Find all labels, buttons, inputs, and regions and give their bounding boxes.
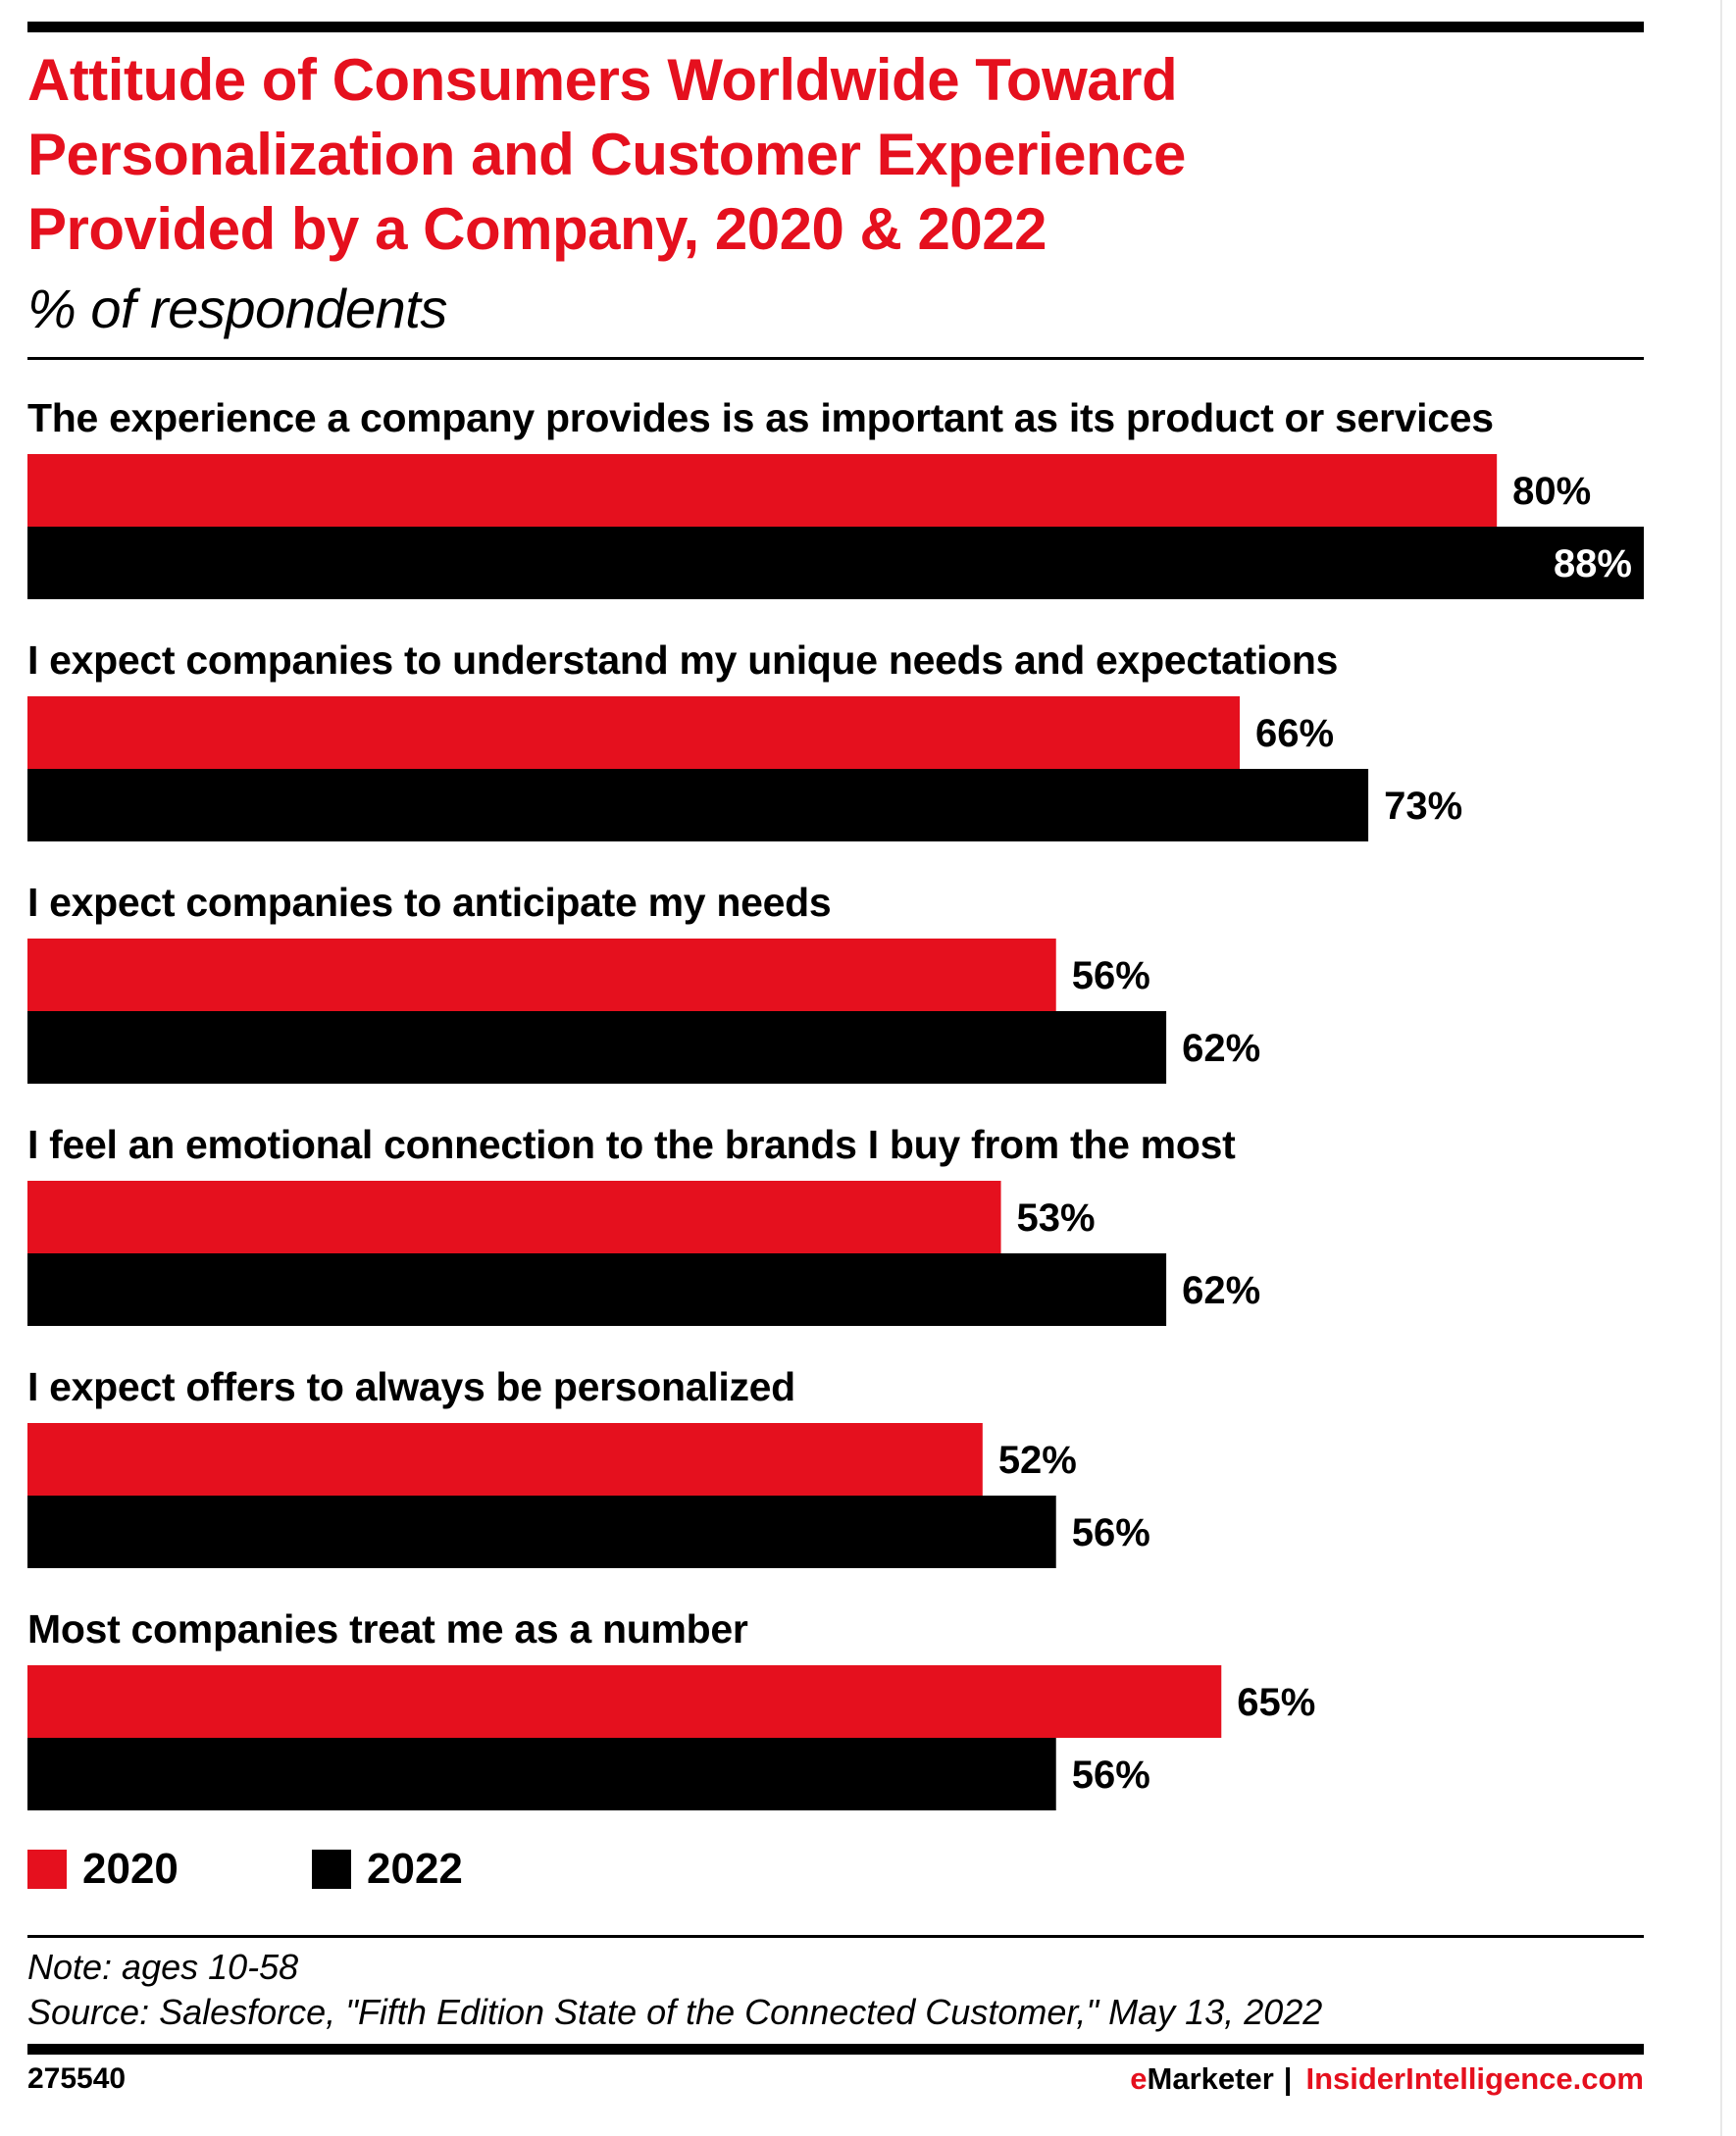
category-group-2: I expect companies to understand my uniq… [27, 637, 1462, 841]
chart-title: Attitude of Consumers Worldwide Toward P… [27, 43, 1499, 267]
value-label-2020-3: 56% [1072, 954, 1150, 997]
category-label-most-companies-treat-me-as-a-number: Most companies treat me as a number [27, 1606, 748, 1652]
value-label-2022-2: 73% [1384, 785, 1462, 828]
value-label-2022-6: 56% [1072, 1754, 1150, 1797]
chart-subtitle: % of respondents [27, 278, 447, 339]
chart-source: Source: Salesforce, "Fifth Edition State… [27, 1992, 1323, 2032]
bar-2022-4 [27, 1253, 1167, 1326]
bar-2020-3 [27, 939, 1056, 1011]
category-label-the-experience-a-company-provides-is-as-: The experience a company provides is as … [27, 395, 1494, 440]
brand-insider-intelligence-link[interactable]: InsiderIntelligence.com [1305, 2061, 1644, 2096]
brand-emarketer-e: e [1130, 2061, 1148, 2096]
value-label-2020-6: 65% [1237, 1681, 1315, 1724]
bar-2022-2 [27, 769, 1369, 841]
chart-title-line-3: Provided by a Company, 2020 & 2022 [27, 196, 1047, 262]
category-group-5: I expect offers to always be personalize… [27, 1364, 1150, 1568]
bar-2022-5 [27, 1496, 1056, 1568]
category-label-i-expect-companies-to-anticipate-my-need: I expect companies to anticipate my need… [27, 880, 831, 925]
bar-2020-4 [27, 1181, 1001, 1253]
bar-2022-6 [27, 1738, 1056, 1810]
brand-emarketer-name: Marketer [1147, 2061, 1274, 2096]
brand-separator: | [1283, 2061, 1293, 2096]
value-label-2022-3: 62% [1182, 1027, 1260, 1070]
bar-2020-5 [27, 1423, 983, 1496]
chart-title-line-1: Attitude of Consumers Worldwide Toward [27, 47, 1178, 113]
top-rule [27, 22, 1644, 32]
value-label-2020-1: 80% [1512, 470, 1591, 513]
value-label-2022-5: 56% [1072, 1511, 1150, 1554]
chart-id: 275540 [27, 2062, 127, 2095]
category-label-i-expect-companies-to-understand-my-uniq: I expect companies to understand my uniq… [27, 637, 1338, 683]
category-group-3: I expect companies to anticipate my need… [27, 880, 1260, 1084]
value-label-2020-2: 66% [1255, 712, 1334, 755]
legend-swatch-2020 [27, 1850, 67, 1889]
brand-credit: eMarketer | InsiderIntelligence.com [1130, 2060, 1644, 2099]
legend-item-2022: 2022 [312, 1848, 463, 1891]
category-group-1: The experience a company provides is as … [27, 395, 1644, 599]
legend-swatch-2022 [312, 1850, 351, 1889]
bar-2020-6 [27, 1665, 1222, 1738]
bar-2022-3 [27, 1011, 1167, 1084]
bar-2022-1 [27, 527, 1644, 599]
legend-item-2020: 2020 [27, 1848, 179, 1891]
chart-note: Note: ages 10-58 [27, 1947, 299, 1987]
category-label-i-feel-an-emotional-connection-to-the-br: I feel an emotional connection to the br… [27, 1122, 1236, 1167]
value-label-2020-4: 53% [1017, 1196, 1096, 1240]
value-label-2022-4: 62% [1182, 1269, 1260, 1312]
page-edge-line [1720, 0, 1722, 2136]
legend-label-2020: 2020 [82, 1845, 179, 1893]
category-label-i-expect-offers-to-always-be-personalize: I expect offers to always be personalize… [27, 1364, 795, 1409]
footer-thick-rule [27, 2044, 1644, 2055]
bar-2020-2 [27, 696, 1240, 769]
bar-chart: The experience a company provides is as … [27, 395, 1644, 1810]
category-group-6: Most companies treat me as a number 65% 56… [27, 1606, 1315, 1810]
value-label-2022-1: 88% [1554, 542, 1632, 585]
legend-label-2022: 2022 [367, 1845, 463, 1893]
value-label-2020-5: 52% [998, 1439, 1077, 1482]
category-group-4: I feel an emotional connection to the br… [27, 1122, 1260, 1326]
chart-title-line-2: Personalization and Customer Experience [27, 122, 1186, 187]
header-rule [27, 357, 1644, 360]
footer-rule [27, 1935, 1644, 1938]
bar-2020-1 [27, 454, 1498, 527]
